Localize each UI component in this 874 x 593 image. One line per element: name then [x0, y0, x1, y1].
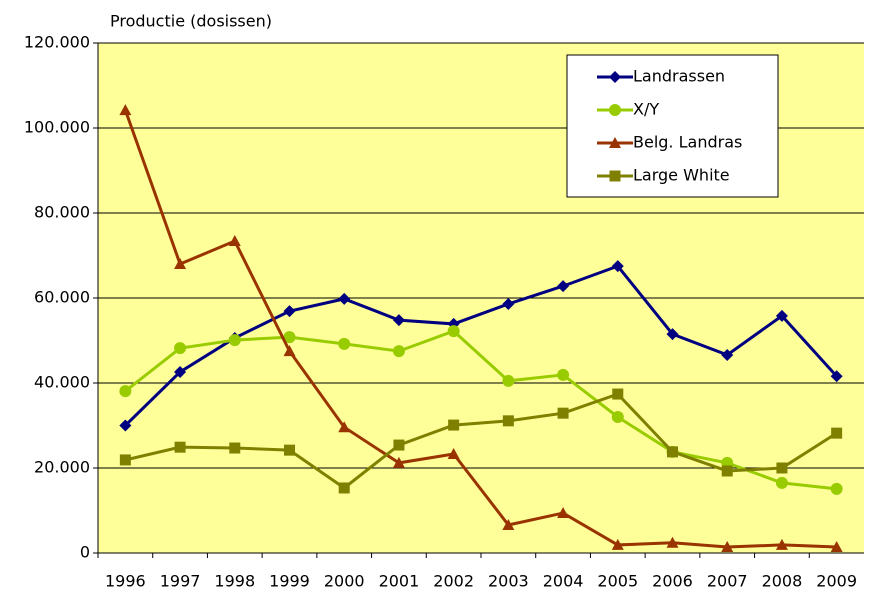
x-tick-label: 1998 — [214, 572, 255, 590]
x-tick-label: 2004 — [543, 572, 584, 590]
y-tick-label: 0 — [80, 543, 90, 562]
x-tick-label: 2001 — [379, 572, 420, 590]
data-point — [830, 370, 843, 383]
chart-title: Productie (dosissen) — [110, 12, 272, 31]
x-tick-label: 1999 — [269, 572, 310, 590]
x-tick-label: 2000 — [324, 572, 365, 590]
y-tick-label: 80.000 — [34, 203, 90, 222]
series-line — [124, 264, 838, 427]
data-point — [831, 427, 843, 439]
data-point — [393, 439, 405, 451]
data-point — [775, 476, 788, 489]
data-point — [448, 419, 460, 431]
data-point — [557, 280, 570, 293]
data-point — [283, 331, 296, 344]
data-point — [611, 538, 624, 550]
data-point — [392, 314, 405, 327]
data-point — [557, 507, 570, 519]
y-tick-label: 60.000 — [34, 288, 90, 307]
legend-marker — [609, 137, 621, 148]
data-point — [721, 541, 734, 553]
data-point — [174, 365, 187, 378]
data-point — [611, 260, 624, 273]
data-point — [776, 462, 788, 474]
data-point — [283, 345, 296, 357]
legend-label: Belg. Landras — [633, 133, 742, 152]
x-tick-label: 2005 — [597, 572, 638, 590]
legend-marker — [609, 104, 621, 116]
data-point — [284, 444, 295, 456]
data-point — [721, 465, 733, 477]
x-tick-label: 2006 — [652, 572, 693, 590]
data-point — [119, 104, 132, 116]
data-point — [119, 385, 132, 398]
data-point — [667, 446, 678, 458]
data-point — [611, 411, 624, 423]
data-point — [392, 456, 405, 468]
data-point — [283, 305, 296, 318]
x-tick-label: 2008 — [762, 572, 803, 590]
data-point — [447, 447, 460, 459]
data-point — [174, 441, 186, 453]
legend — [566, 54, 779, 198]
x-tick-label: 1997 — [160, 572, 201, 590]
legend-label: X/Y — [633, 100, 659, 119]
series-line — [123, 109, 837, 549]
legend-label: Large White — [633, 166, 730, 185]
data-point — [612, 388, 624, 400]
data-point — [666, 328, 679, 341]
data-point — [174, 258, 187, 269]
data-point — [392, 345, 405, 358]
y-tick-label: 120.000 — [24, 33, 90, 52]
data-point — [119, 419, 132, 432]
data-point — [119, 454, 131, 466]
data-point — [338, 292, 351, 305]
x-tick-label: 1996 — [105, 572, 146, 590]
data-point — [338, 421, 351, 433]
data-point — [830, 482, 843, 495]
data-point — [229, 442, 241, 454]
x-tick-label: 2003 — [488, 572, 529, 590]
data-point — [174, 342, 187, 355]
series-line — [124, 329, 837, 491]
y-tick-label: 40.000 — [34, 373, 90, 392]
legend-marker — [609, 71, 621, 83]
data-point — [721, 348, 734, 361]
data-point — [338, 337, 351, 350]
data-point — [557, 407, 569, 419]
data-point — [228, 334, 241, 347]
data-point — [502, 415, 514, 427]
series-line — [125, 392, 838, 490]
legend-label: Landrassen — [633, 67, 725, 86]
data-point — [338, 482, 350, 494]
x-tick-label: 2002 — [433, 572, 474, 590]
data-point — [502, 518, 515, 530]
legend-marker — [609, 170, 621, 182]
x-tick-label: 2007 — [707, 572, 748, 590]
data-point — [228, 235, 241, 247]
data-point — [502, 297, 515, 310]
y-tick-label: 100.000 — [24, 118, 90, 137]
data-point — [830, 541, 843, 553]
x-tick-label: 2009 — [816, 572, 857, 590]
data-point — [447, 325, 460, 338]
y-tick-label: 20.000 — [34, 458, 90, 477]
data-point — [775, 538, 788, 550]
data-point — [557, 368, 570, 381]
data-point — [502, 374, 515, 387]
data-point — [666, 536, 679, 548]
data-point — [775, 309, 788, 322]
